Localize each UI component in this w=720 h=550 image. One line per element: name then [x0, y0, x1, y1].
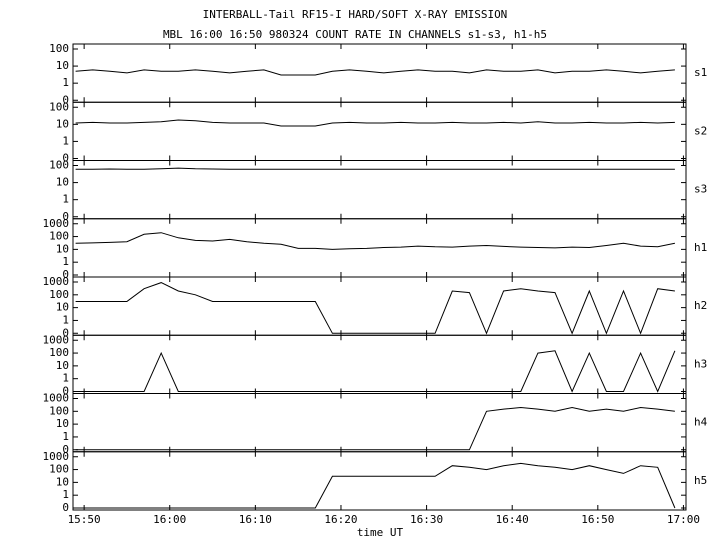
- data-line: [75, 69, 675, 76]
- x-tick-label: 16:30: [410, 513, 443, 526]
- y-tick-label: 10: [56, 59, 69, 72]
- y-tick-label: 10: [56, 301, 69, 314]
- y-tick-label: 100: [49, 288, 69, 301]
- panel-label: h1: [694, 241, 707, 254]
- x-tick-label: 16:20: [324, 513, 357, 526]
- panel-frame: [72, 451, 687, 511]
- panel-label: h3: [694, 357, 707, 370]
- panel-label: h2: [694, 299, 707, 312]
- x-tick-label: 16:40: [496, 513, 529, 526]
- y-tick-label: 0: [62, 385, 69, 398]
- y-tick-label: 1000: [43, 217, 70, 230]
- y-tick-label: 1000: [43, 450, 70, 463]
- y-tick-label: 100: [49, 346, 69, 359]
- y-tick-label: 10: [56, 417, 69, 430]
- data-line: [75, 119, 675, 127]
- panel-label: s3: [694, 183, 707, 196]
- y-tick-label: 0: [62, 152, 69, 165]
- panel-label: s1: [694, 66, 707, 79]
- panel-label: h5: [694, 474, 707, 487]
- panel-label: h4: [694, 416, 708, 429]
- y-tick-label: 1: [62, 76, 69, 89]
- y-tick-label: 0: [62, 93, 69, 106]
- data-line: [75, 350, 676, 393]
- panel-frame: [72, 101, 687, 161]
- y-tick-label: 1: [62, 134, 69, 147]
- y-tick-label: 1000: [43, 275, 70, 288]
- x-tick-label: 17:00: [667, 513, 700, 526]
- panel-frame: [72, 276, 687, 336]
- data-line: [75, 232, 675, 250]
- y-tick-label: 1: [62, 313, 69, 326]
- y-tick-label: 0: [62, 443, 69, 456]
- x-tick-label: 16:10: [239, 513, 272, 526]
- x-axis-label: time UT: [357, 526, 404, 539]
- data-line: [75, 406, 675, 451]
- chart-subtitle: MBL 16:00 16:50 980324 COUNT RATE IN CHA…: [163, 28, 547, 41]
- y-tick-label: 1: [62, 488, 69, 501]
- y-tick-label: 10: [56, 117, 69, 130]
- y-tick-label: 1: [62, 193, 69, 206]
- y-tick-label: 100: [49, 463, 69, 476]
- y-tick-label: 1: [62, 255, 69, 268]
- data-line: [75, 282, 675, 335]
- data-line: [75, 462, 676, 509]
- y-tick-label: 1000: [43, 392, 70, 405]
- y-tick-label: 100: [49, 230, 69, 243]
- panel-label: s2: [694, 124, 707, 137]
- y-tick-label: 1000: [43, 333, 70, 346]
- x-tick-label: 15:50: [68, 513, 101, 526]
- y-tick-label: 10: [56, 359, 69, 372]
- y-tick-label: 100: [49, 100, 69, 113]
- chart-title: INTERBALL-Tail RF15-I HARD/SOFT X-RAY EM…: [203, 8, 508, 21]
- y-tick-label: 10: [56, 475, 69, 488]
- y-tick-label: 10: [56, 242, 69, 255]
- x-tick-label: 16:50: [581, 513, 614, 526]
- y-tick-label: 0: [62, 326, 69, 339]
- y-tick-label: 100: [49, 42, 69, 55]
- y-tick-label: 1: [62, 430, 69, 443]
- panel-frame: [72, 43, 687, 103]
- x-tick-label: 16:00: [153, 513, 186, 526]
- y-tick-label: 10: [56, 176, 69, 189]
- y-tick-label: 0: [62, 501, 69, 514]
- y-tick-label: 0: [62, 210, 69, 223]
- data-line: [75, 167, 675, 170]
- y-tick-label: 100: [49, 159, 69, 172]
- panel-frame: [72, 393, 687, 453]
- y-tick-label: 1: [62, 372, 69, 385]
- y-tick-label: 100: [49, 404, 69, 417]
- y-tick-label: 0: [62, 268, 69, 281]
